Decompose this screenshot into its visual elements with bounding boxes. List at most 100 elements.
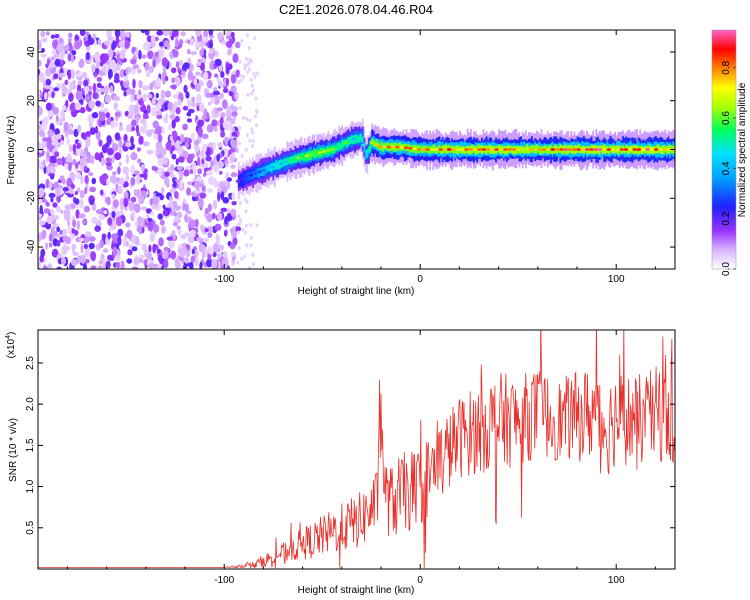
track-peak (559, 148, 564, 151)
noise-speck (217, 160, 224, 169)
track-cell (579, 147, 582, 154)
noise-speck (67, 53, 72, 62)
noise-speck (49, 67, 57, 74)
noise-speck (77, 80, 83, 86)
track-peak (257, 170, 262, 174)
noise-speck (38, 160, 41, 169)
x-tick-label: 100 (608, 274, 625, 285)
noise-speck (252, 88, 255, 93)
track-peak (472, 148, 478, 151)
noise-speck (82, 71, 88, 78)
noise-speck (199, 192, 207, 199)
track-peak (248, 173, 254, 177)
track-peak (623, 148, 629, 151)
noise-speck (83, 262, 87, 269)
track-peak (347, 139, 353, 142)
noise-speck (251, 130, 255, 135)
noise-speck (231, 111, 238, 118)
noise-speck (79, 237, 85, 242)
noise-speck (243, 230, 247, 235)
noise-speck (76, 71, 82, 78)
noise-speck (84, 131, 92, 137)
noise-speck (81, 132, 86, 139)
noise-speck (112, 171, 117, 176)
noise-speck (107, 254, 113, 261)
track-peak (304, 154, 310, 158)
track-peak (378, 145, 383, 149)
noise-speck (56, 205, 61, 213)
noise-speck (220, 112, 226, 119)
noise-speck (235, 69, 240, 78)
track-peak (403, 146, 409, 150)
noise-speck (187, 70, 194, 81)
noise-speck (152, 58, 156, 68)
noise-speck (68, 144, 73, 153)
noise-speck (136, 147, 141, 152)
noise-speck (244, 209, 248, 214)
noise-speck (176, 165, 183, 171)
noise-speck (169, 211, 175, 216)
noise-speck (118, 139, 123, 149)
track-cell (360, 133, 362, 143)
noise-speck (248, 266, 252, 269)
noise-speck (38, 40, 42, 50)
noise-speck (238, 60, 242, 64)
track-peak (416, 148, 422, 151)
track-peak (589, 148, 594, 151)
noise-speck (230, 172, 238, 178)
noise-speck (97, 219, 101, 226)
noise-speck (124, 206, 128, 211)
track-peak (593, 148, 598, 151)
noise-speck (219, 92, 224, 100)
track-peak (658, 148, 663, 151)
noise-speck (143, 109, 148, 114)
noise-speck (186, 118, 193, 123)
noise-speck (72, 219, 77, 228)
noise-speck (55, 114, 59, 122)
track-peak (477, 148, 482, 151)
noise-speck (140, 206, 148, 211)
track-peak (494, 148, 499, 151)
noise-speck (240, 78, 244, 83)
noise-speck (47, 129, 54, 137)
noise-speck (191, 101, 196, 108)
noise-speck (183, 62, 190, 70)
noise-speck (246, 70, 250, 75)
noise-speck (200, 72, 204, 78)
noise-speck (38, 260, 41, 269)
noise-speck (50, 155, 57, 164)
track-peak (391, 145, 396, 149)
noise-speck (176, 61, 180, 69)
noise-speck (240, 256, 244, 261)
noise-speck (197, 119, 205, 128)
noise-speck (97, 38, 102, 46)
track-peak (317, 151, 322, 154)
noise-speck (133, 106, 140, 116)
track-cell (528, 146, 530, 154)
noise-speck (169, 199, 173, 207)
track-peak (386, 145, 391, 149)
noise-speck (251, 138, 255, 143)
noise-speck (249, 77, 253, 82)
noise-speck (120, 80, 124, 87)
noise-speck (160, 186, 165, 195)
noise-speck (124, 110, 129, 117)
noise-speck (46, 139, 52, 150)
noise-speck (98, 139, 103, 147)
noise-speck (229, 155, 234, 164)
noise-speck (91, 177, 97, 185)
noise-speck (214, 50, 219, 58)
noise-speck (156, 114, 163, 120)
noise-speck (88, 90, 92, 96)
noise-speck (189, 219, 196, 229)
noise-speck (114, 30, 121, 38)
noise-speck (230, 251, 235, 257)
noise-speck (75, 209, 80, 219)
noise-speck (248, 67, 251, 72)
noise-speck (155, 192, 162, 197)
noise-speck (213, 90, 220, 96)
noise-speck (173, 211, 178, 217)
noise-speck (243, 197, 247, 202)
noise-speck (103, 210, 108, 215)
noise-speck (213, 125, 218, 133)
